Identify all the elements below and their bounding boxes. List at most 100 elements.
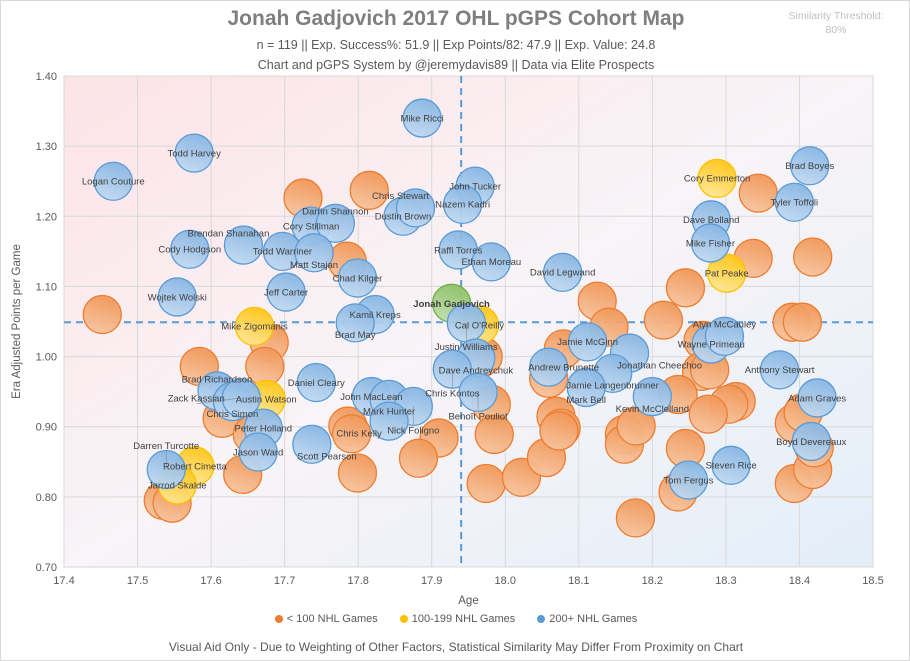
player-bubble-200+ [170, 229, 210, 269]
player-label: Pat Peake [705, 268, 749, 279]
player-label: Darrin Shannon [302, 207, 369, 218]
player-label: Jonathan Cheechoo [617, 360, 702, 371]
player-bubble-200+ [632, 376, 673, 417]
player-bubble-200+ [791, 421, 831, 462]
player-label: Dustin Brown [375, 212, 432, 223]
player-label: Matt Stajan [290, 260, 338, 271]
similarity-threshold: Similarity Threshold: 80% [781, 9, 891, 37]
y-tick-label: 1.00 [36, 352, 57, 364]
player-bubble-200+ [402, 98, 442, 138]
player-bubble-200+ [395, 188, 436, 228]
player-bubble-200+ [315, 203, 356, 243]
player-bubble-lt100 [337, 453, 378, 493]
player-bubble-200+ [335, 303, 375, 343]
player-bubble-200+ [790, 146, 830, 186]
player-bubble-200+ [174, 133, 214, 173]
player-label: Chad Kilger [333, 273, 383, 284]
player-label: Kamil Kreps [349, 310, 400, 321]
player-bubble-lt100 [466, 463, 506, 504]
player-bubble-100-199 [697, 158, 737, 199]
legend-item-lt100: < 100 NHL Games [274, 613, 378, 625]
label-leader-line [196, 397, 242, 405]
player-bubble-200+ [157, 277, 197, 317]
player-bubble-lt100 [398, 438, 439, 478]
player-label: Brad Richardson [182, 374, 253, 385]
player-bubble-100-199 [706, 253, 747, 293]
legend-marker-orange [274, 615, 283, 624]
player-label: John Tucker [449, 181, 501, 192]
player-label: Robert Cimetta [163, 461, 228, 472]
x-tick-label: 18.4 [789, 575, 810, 587]
player-label: Mike Zigomanis [221, 322, 288, 333]
y-tick-label: 0.80 [36, 492, 57, 504]
player-label: Jason Ward [233, 447, 283, 458]
player-bubble-200+ [759, 350, 800, 390]
player-label: Brad May [335, 330, 376, 341]
player-bubble-lt100 [331, 414, 372, 454]
legend-label: < 100 NHL Games [286, 613, 378, 625]
x-tick-label: 17.4 [53, 575, 74, 587]
player-label: Chris Kontos [425, 389, 480, 400]
player-label: Kevin McClelland [616, 404, 689, 415]
player-label: Wojtek Wolski [148, 292, 207, 303]
x-tick-label: 17.9 [421, 575, 442, 587]
footer-note: Visual Aid Only - Due to Weighting of Ot… [168, 640, 744, 654]
y-tick-label: 0.70 [36, 562, 57, 574]
player-label: Zack Kassian [168, 393, 225, 404]
player-label: Mark Bell [566, 395, 606, 406]
player-label: Logan Couture [82, 177, 145, 188]
player-bubble-100-199 [234, 306, 275, 347]
player-label: Dave Bolland [683, 215, 740, 226]
player-label: Jamie Langenbrunner [566, 381, 658, 392]
player-bubble-lt100 [82, 294, 122, 335]
player-label: Jeff Carter [264, 287, 308, 298]
player-label: Dave Andreychuk [439, 365, 514, 376]
player-bubble-lt100 [782, 302, 823, 342]
player-label: Scott Pearson [297, 452, 357, 463]
player-bubble-200+ [566, 367, 606, 408]
y-tick-label: 1.10 [36, 281, 57, 293]
player-bubble-200+ [542, 252, 583, 293]
player-bubble-lt100 [539, 411, 579, 451]
x-tick-label: 18.3 [715, 575, 736, 587]
player-bubble-200+ [704, 316, 745, 356]
player-label: Cory Emmerton [684, 174, 751, 185]
player-bubble-200+ [711, 445, 751, 485]
player-label: Justin Williams [435, 342, 498, 353]
player-bubble-lt100 [643, 300, 684, 340]
y-tick-label: 1.20 [36, 211, 57, 223]
x-tick-label: 17.6 [200, 575, 221, 587]
player-label: Andrew Brunette [528, 362, 599, 373]
player-label: Tyler Toffoli [770, 198, 818, 209]
player-bubble-lt100 [793, 237, 833, 277]
player-label: Brendan Shanahan [188, 228, 270, 239]
x-tick-label: 18.2 [642, 575, 663, 587]
player-label: Tom Fergus [663, 475, 713, 486]
x-tick-label: 17.5 [127, 575, 148, 587]
threshold-label: Similarity Threshold: [788, 10, 884, 22]
legend-item-100-199: 100-199 NHL Games [399, 613, 516, 625]
player-label: Alyn McCauley [693, 320, 757, 331]
player-bubble-200+ [471, 242, 511, 282]
y-tick-label: 0.90 [36, 422, 57, 434]
player-labels: Jonah Gadjovich Mike Zigomanis Austin Wats… [82, 113, 847, 491]
y-axis-label: Era Adjusted Points per Game [11, 244, 23, 399]
player-bubble-lt100 [665, 268, 706, 308]
player-label: Nazem Kadri [435, 200, 490, 211]
player-bubble-200+ [797, 378, 837, 418]
legend-marker-yellow [399, 615, 408, 624]
chart-credit: Chart and pGPS System by @jeremydavis89 … [257, 58, 655, 72]
y-tick-label: 1.40 [36, 71, 57, 83]
player-bubble-200+ [690, 223, 731, 263]
legend-label: 100-199 NHL Games [411, 613, 516, 625]
x-tick-label: 18.1 [568, 575, 589, 587]
player-bubble-200+ [369, 401, 409, 441]
player-label: Anthony Stewart [745, 365, 815, 376]
player-bubble-200+ [337, 258, 378, 298]
player-label: Chris Simon [207, 409, 259, 420]
player-bubble-lt100 [349, 170, 389, 210]
player-bubble-200+ [266, 272, 306, 312]
player-label: Mark Hunter [363, 407, 415, 418]
player-bubble-200+ [238, 432, 278, 472]
player-bubble-200+ [442, 184, 483, 225]
